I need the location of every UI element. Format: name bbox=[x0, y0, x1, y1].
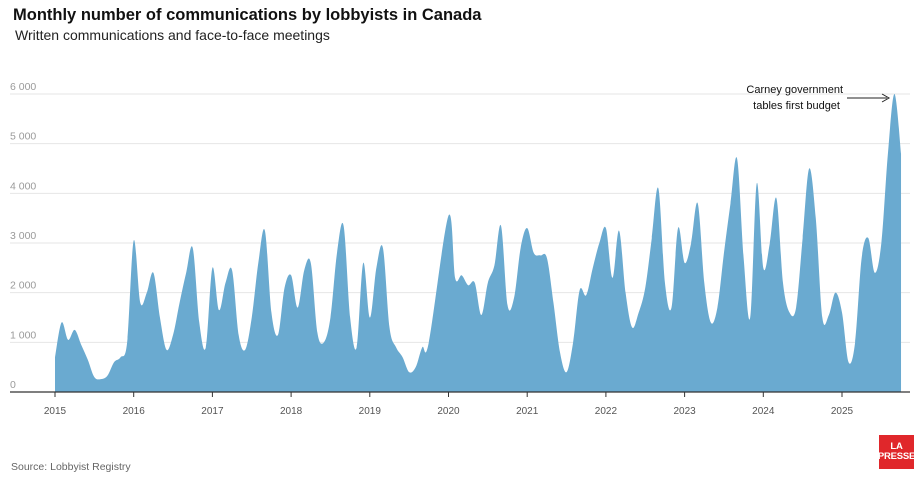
x-tick-label: 2016 bbox=[123, 406, 146, 417]
x-tick-label: 2019 bbox=[359, 406, 382, 417]
la-presse-logo: LA PRESSE bbox=[877, 435, 916, 469]
chart-subtitle: Written communications and face-to-face … bbox=[15, 27, 330, 43]
annotation-line-2: tables first budget bbox=[753, 100, 840, 112]
chart-title: Monthly number of communications by lobb… bbox=[13, 6, 482, 24]
y-tick-label: 1 000 bbox=[10, 329, 36, 341]
y-tick-label: 6 000 bbox=[10, 81, 36, 93]
x-tick-label: 2021 bbox=[516, 406, 539, 417]
y-tick-label: 3 000 bbox=[10, 230, 36, 242]
logo-line-1: LA bbox=[890, 441, 903, 452]
x-tick-label: 2018 bbox=[280, 406, 303, 417]
annotation: Carney government tables first budget bbox=[746, 84, 891, 112]
annotation-line-1: Carney government bbox=[746, 84, 843, 96]
x-tick-label: 2017 bbox=[201, 406, 224, 417]
source-note: Source: Lobbyist Registry bbox=[11, 461, 131, 473]
axes: 2015 2016 2017 2018 2019 2020 2021 2022 2023 2024… bbox=[10, 391, 910, 417]
y-tick-label: 5 000 bbox=[10, 131, 36, 143]
logo-line-2: PRESSE bbox=[877, 451, 916, 462]
x-tick-label: 2025 bbox=[831, 406, 854, 417]
series-area bbox=[55, 94, 902, 392]
x-tick-label: 2015 bbox=[44, 406, 67, 417]
x-tick-label: 2024 bbox=[752, 406, 775, 417]
y-tick-label: 2 000 bbox=[10, 280, 36, 292]
y-tick-label: 0 bbox=[10, 379, 16, 391]
series-area-group bbox=[55, 94, 902, 392]
x-tick-label: 2020 bbox=[437, 406, 460, 417]
x-tick-label: 2022 bbox=[595, 406, 618, 417]
annotation-arrowhead bbox=[881, 93, 891, 103]
y-tick-label: 4 000 bbox=[10, 180, 36, 192]
x-tick-label: 2023 bbox=[673, 406, 696, 417]
